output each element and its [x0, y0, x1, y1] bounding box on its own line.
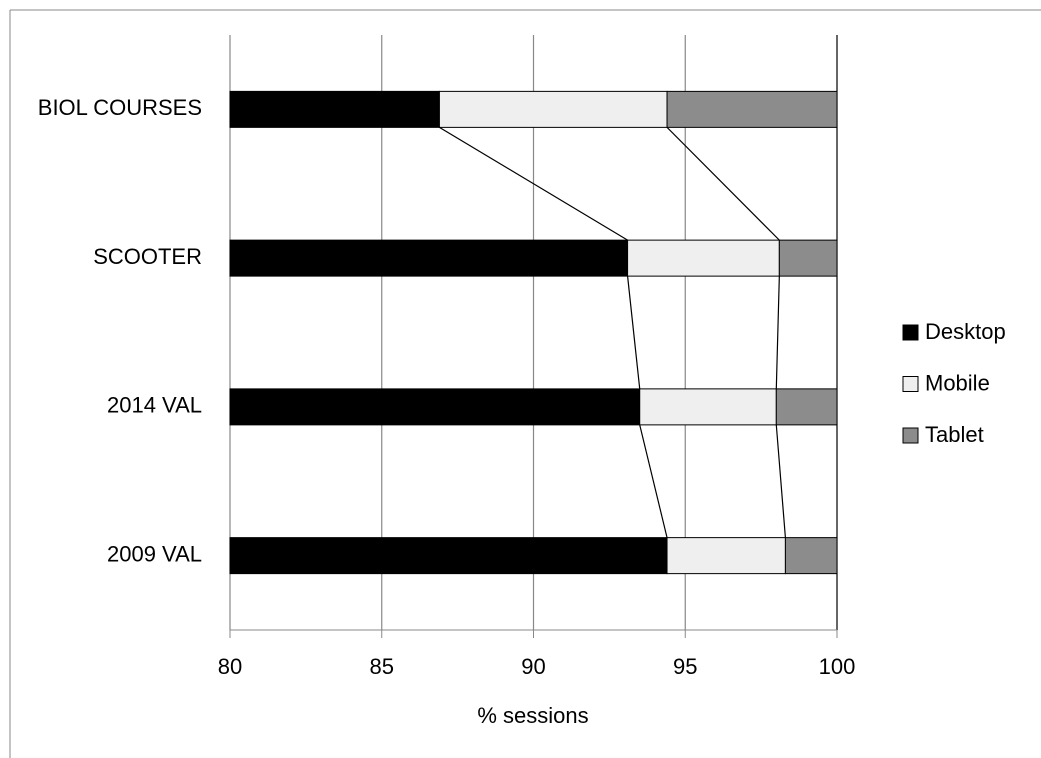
x-axis-label: % sessions: [477, 703, 588, 728]
x-tick-label: 80: [218, 654, 242, 679]
x-tick-label: 100: [819, 654, 856, 679]
bar-segment: [627, 239, 780, 277]
legend-label: Mobile: [925, 370, 990, 395]
x-tick-label: 90: [521, 654, 545, 679]
y-tick-label: 2009 VAL: [107, 541, 202, 566]
legend-label: Tablet: [925, 422, 984, 447]
bar-segment: [784, 537, 838, 575]
connector-line: [775, 276, 780, 389]
y-tick-label: BIOL COURSES: [38, 95, 202, 120]
bar-segment: [778, 239, 838, 277]
legend-swatch: [902, 324, 919, 341]
bar-segment: [775, 388, 838, 426]
y-tick-label: SCOOTER: [93, 244, 202, 269]
connector-line: [639, 424, 668, 538]
bar-segment: [666, 90, 838, 128]
connector-line: [439, 126, 628, 241]
bar-segment: [438, 90, 668, 128]
x-tick-label: 95: [673, 654, 697, 679]
bar-segment: [229, 388, 641, 426]
legend-label: Desktop: [925, 319, 1006, 344]
bar-segment: [639, 388, 777, 426]
x-tick-label: 85: [370, 654, 394, 679]
bar-segment: [229, 90, 440, 128]
connector-line: [775, 424, 787, 538]
bar-segment: [666, 537, 786, 575]
legend-swatch: [902, 427, 919, 444]
bar-segment: [229, 239, 629, 277]
connector-line: [666, 126, 780, 241]
connector-line: [626, 276, 641, 389]
bar-segment: [229, 537, 668, 575]
y-tick-label: 2014 VAL: [107, 393, 202, 418]
legend-swatch: [902, 376, 919, 392]
